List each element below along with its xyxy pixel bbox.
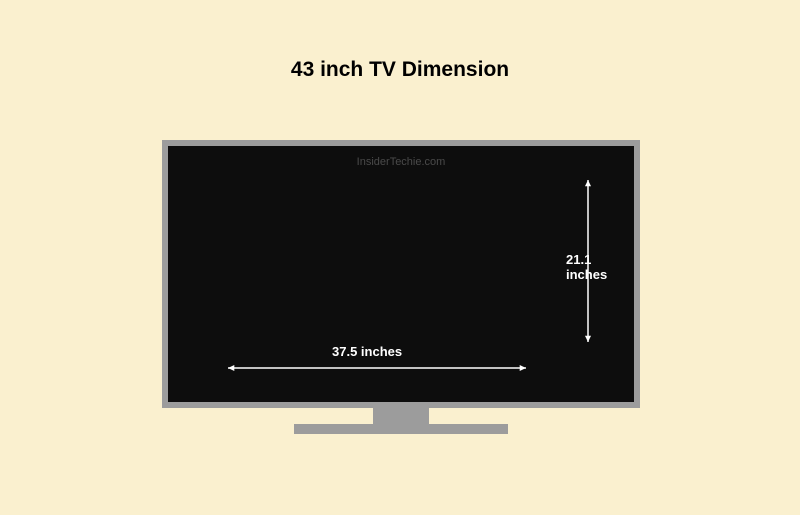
height-dimension-label: 21.1 inches: [566, 252, 634, 282]
width-arrow: [219, 359, 535, 377]
tv-stand-neck: [373, 408, 429, 424]
width-dimension-label: 37.5 inches: [332, 344, 402, 359]
watermark-text: InsiderTechie.com: [168, 156, 634, 168]
tv-stand-base: [294, 424, 508, 434]
diagram-canvas: 43 inch TV Dimension InsiderTechie.com 3…: [0, 0, 800, 515]
tv-frame: InsiderTechie.com 37.5 inches 21.1 inche…: [162, 140, 640, 408]
page-title: 43 inch TV Dimension: [0, 58, 800, 82]
tv-screen: InsiderTechie.com 37.5 inches 21.1 inche…: [168, 146, 634, 402]
